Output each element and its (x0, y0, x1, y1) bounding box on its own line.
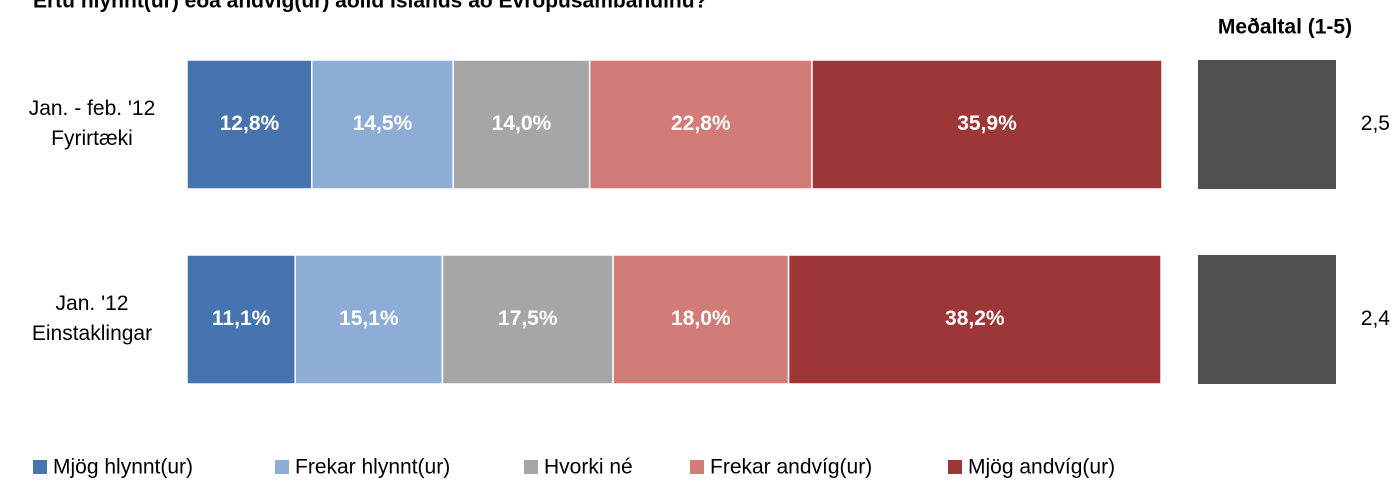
chart-title: Ertu hlynnt(ur) eða andvíg(ur) aðild Ísl… (33, 0, 707, 13)
data-label: 38,2% (945, 307, 1005, 330)
data-label: 22,8% (671, 112, 731, 135)
data-label: 15,1% (339, 307, 399, 330)
legend-swatch (524, 460, 538, 474)
data-label: 17,5% (498, 307, 558, 330)
mean-title: Meðaltal (1-5) (1218, 16, 1352, 39)
bar-segment (811, 59, 1163, 190)
legend-swatch (33, 460, 47, 474)
legend-label: Mjög hlynnt(ur) (53, 456, 193, 479)
data-label: 18,0% (671, 307, 731, 330)
data-label: 14,0% (492, 112, 552, 135)
y-tick-label: Jan. '12 (56, 292, 129, 315)
bar-segment (311, 59, 454, 190)
y-tick-label: Fyrirtæki (51, 127, 133, 150)
legend-swatch (275, 460, 289, 474)
bar-segment (294, 254, 444, 385)
legend-label: Hvorki né (544, 456, 633, 479)
legend-label: Mjög andvíg(ur) (968, 456, 1115, 479)
bar-segment (612, 254, 790, 385)
legend-label: Frekar hlynnt(ur) (295, 456, 450, 479)
legend-swatch (948, 460, 962, 474)
mean-box (1198, 255, 1336, 384)
bar-segment (186, 254, 296, 385)
mean-value: 2,4 (1361, 307, 1391, 330)
legend-label: Frekar andvíg(ur) (710, 456, 872, 479)
y-tick-label: Einstaklingar (32, 322, 152, 345)
mean-box (1198, 60, 1336, 189)
bar-segment (441, 254, 614, 385)
data-label: 35,9% (957, 112, 1017, 135)
data-label: 12,8% (220, 112, 280, 135)
bar-segment (787, 254, 1162, 385)
data-label: 11,1% (212, 307, 271, 330)
bar-segment (588, 59, 813, 190)
data-label: 14,5% (353, 112, 413, 135)
bar-segment (452, 59, 591, 190)
y-tick-label: Jan. - feb. '12 (29, 97, 156, 120)
legend-swatch (690, 460, 704, 474)
mean-value: 2,5 (1361, 112, 1390, 135)
bar-segment (186, 59, 313, 190)
